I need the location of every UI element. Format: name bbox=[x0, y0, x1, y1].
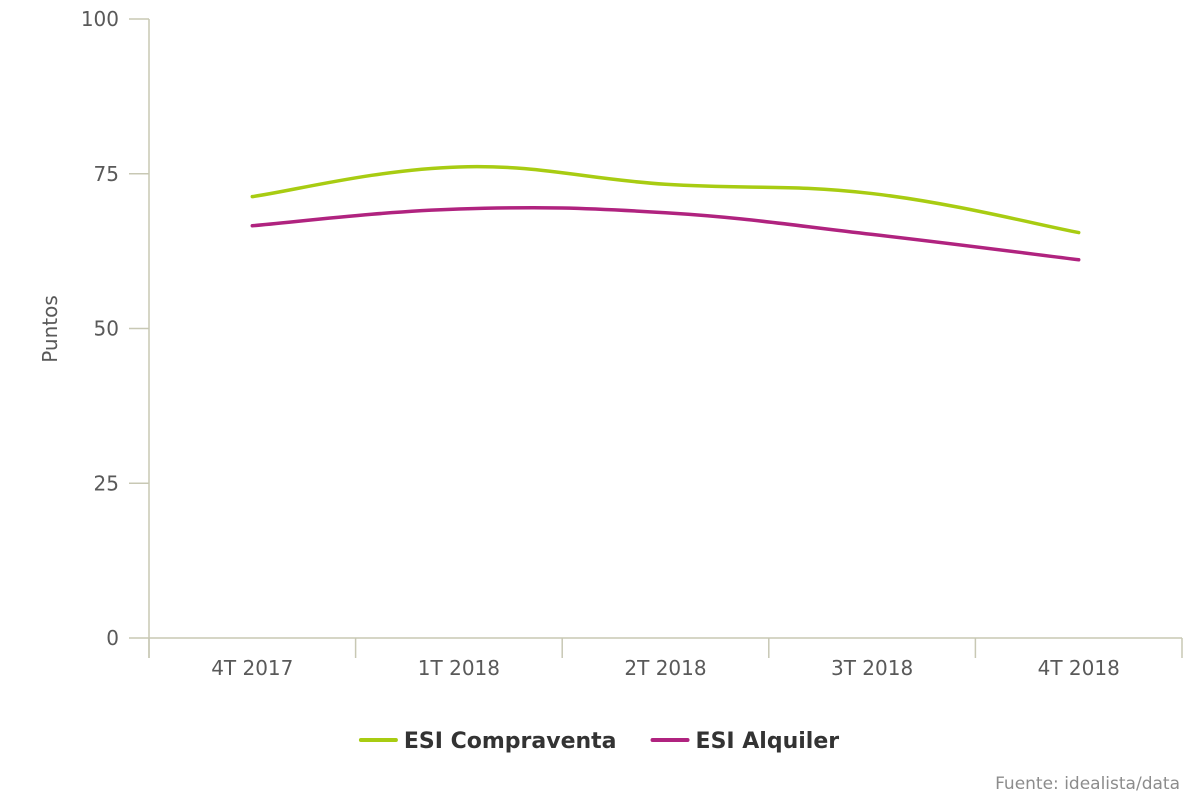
y-tick-label: 75 bbox=[94, 162, 119, 186]
x-tick-label: 4T 2018 bbox=[1038, 656, 1120, 680]
y-tick-label: 100 bbox=[81, 7, 119, 31]
y-tick-label: 0 bbox=[106, 626, 119, 650]
x-tick-label: 3T 2018 bbox=[831, 656, 913, 680]
series-line-esi-alquiler bbox=[250, 205, 1081, 262]
x-tick-label: 4T 2017 bbox=[211, 656, 293, 680]
axes bbox=[129, 18, 1183, 658]
y-tick-label: 25 bbox=[94, 471, 119, 495]
axis-labels: 0 25 50 75 100 4T 2017 1T 2018 2T 2018 3T 2018 4T… bbox=[81, 7, 1120, 680]
legend-label: ESI Compraventa bbox=[404, 729, 617, 754]
y-tick-label: 50 bbox=[94, 317, 119, 341]
source-note: Fuente: idealista/data bbox=[995, 774, 1180, 794]
legend-item[interactable]: ESI Compraventa bbox=[358, 729, 617, 754]
legend-label: ESI Alquiler bbox=[696, 729, 840, 754]
legend: ESI Compraventa ESI Alquiler bbox=[358, 729, 840, 754]
series-lines bbox=[250, 164, 1081, 262]
series-line-esi-compraventa bbox=[250, 164, 1081, 235]
y-axis-title: Puntos bbox=[38, 295, 62, 363]
legend-item[interactable]: ESI Alquiler bbox=[650, 729, 840, 754]
x-tick-label: 2T 2018 bbox=[624, 656, 706, 680]
x-tick-label: 1T 2018 bbox=[418, 656, 500, 680]
